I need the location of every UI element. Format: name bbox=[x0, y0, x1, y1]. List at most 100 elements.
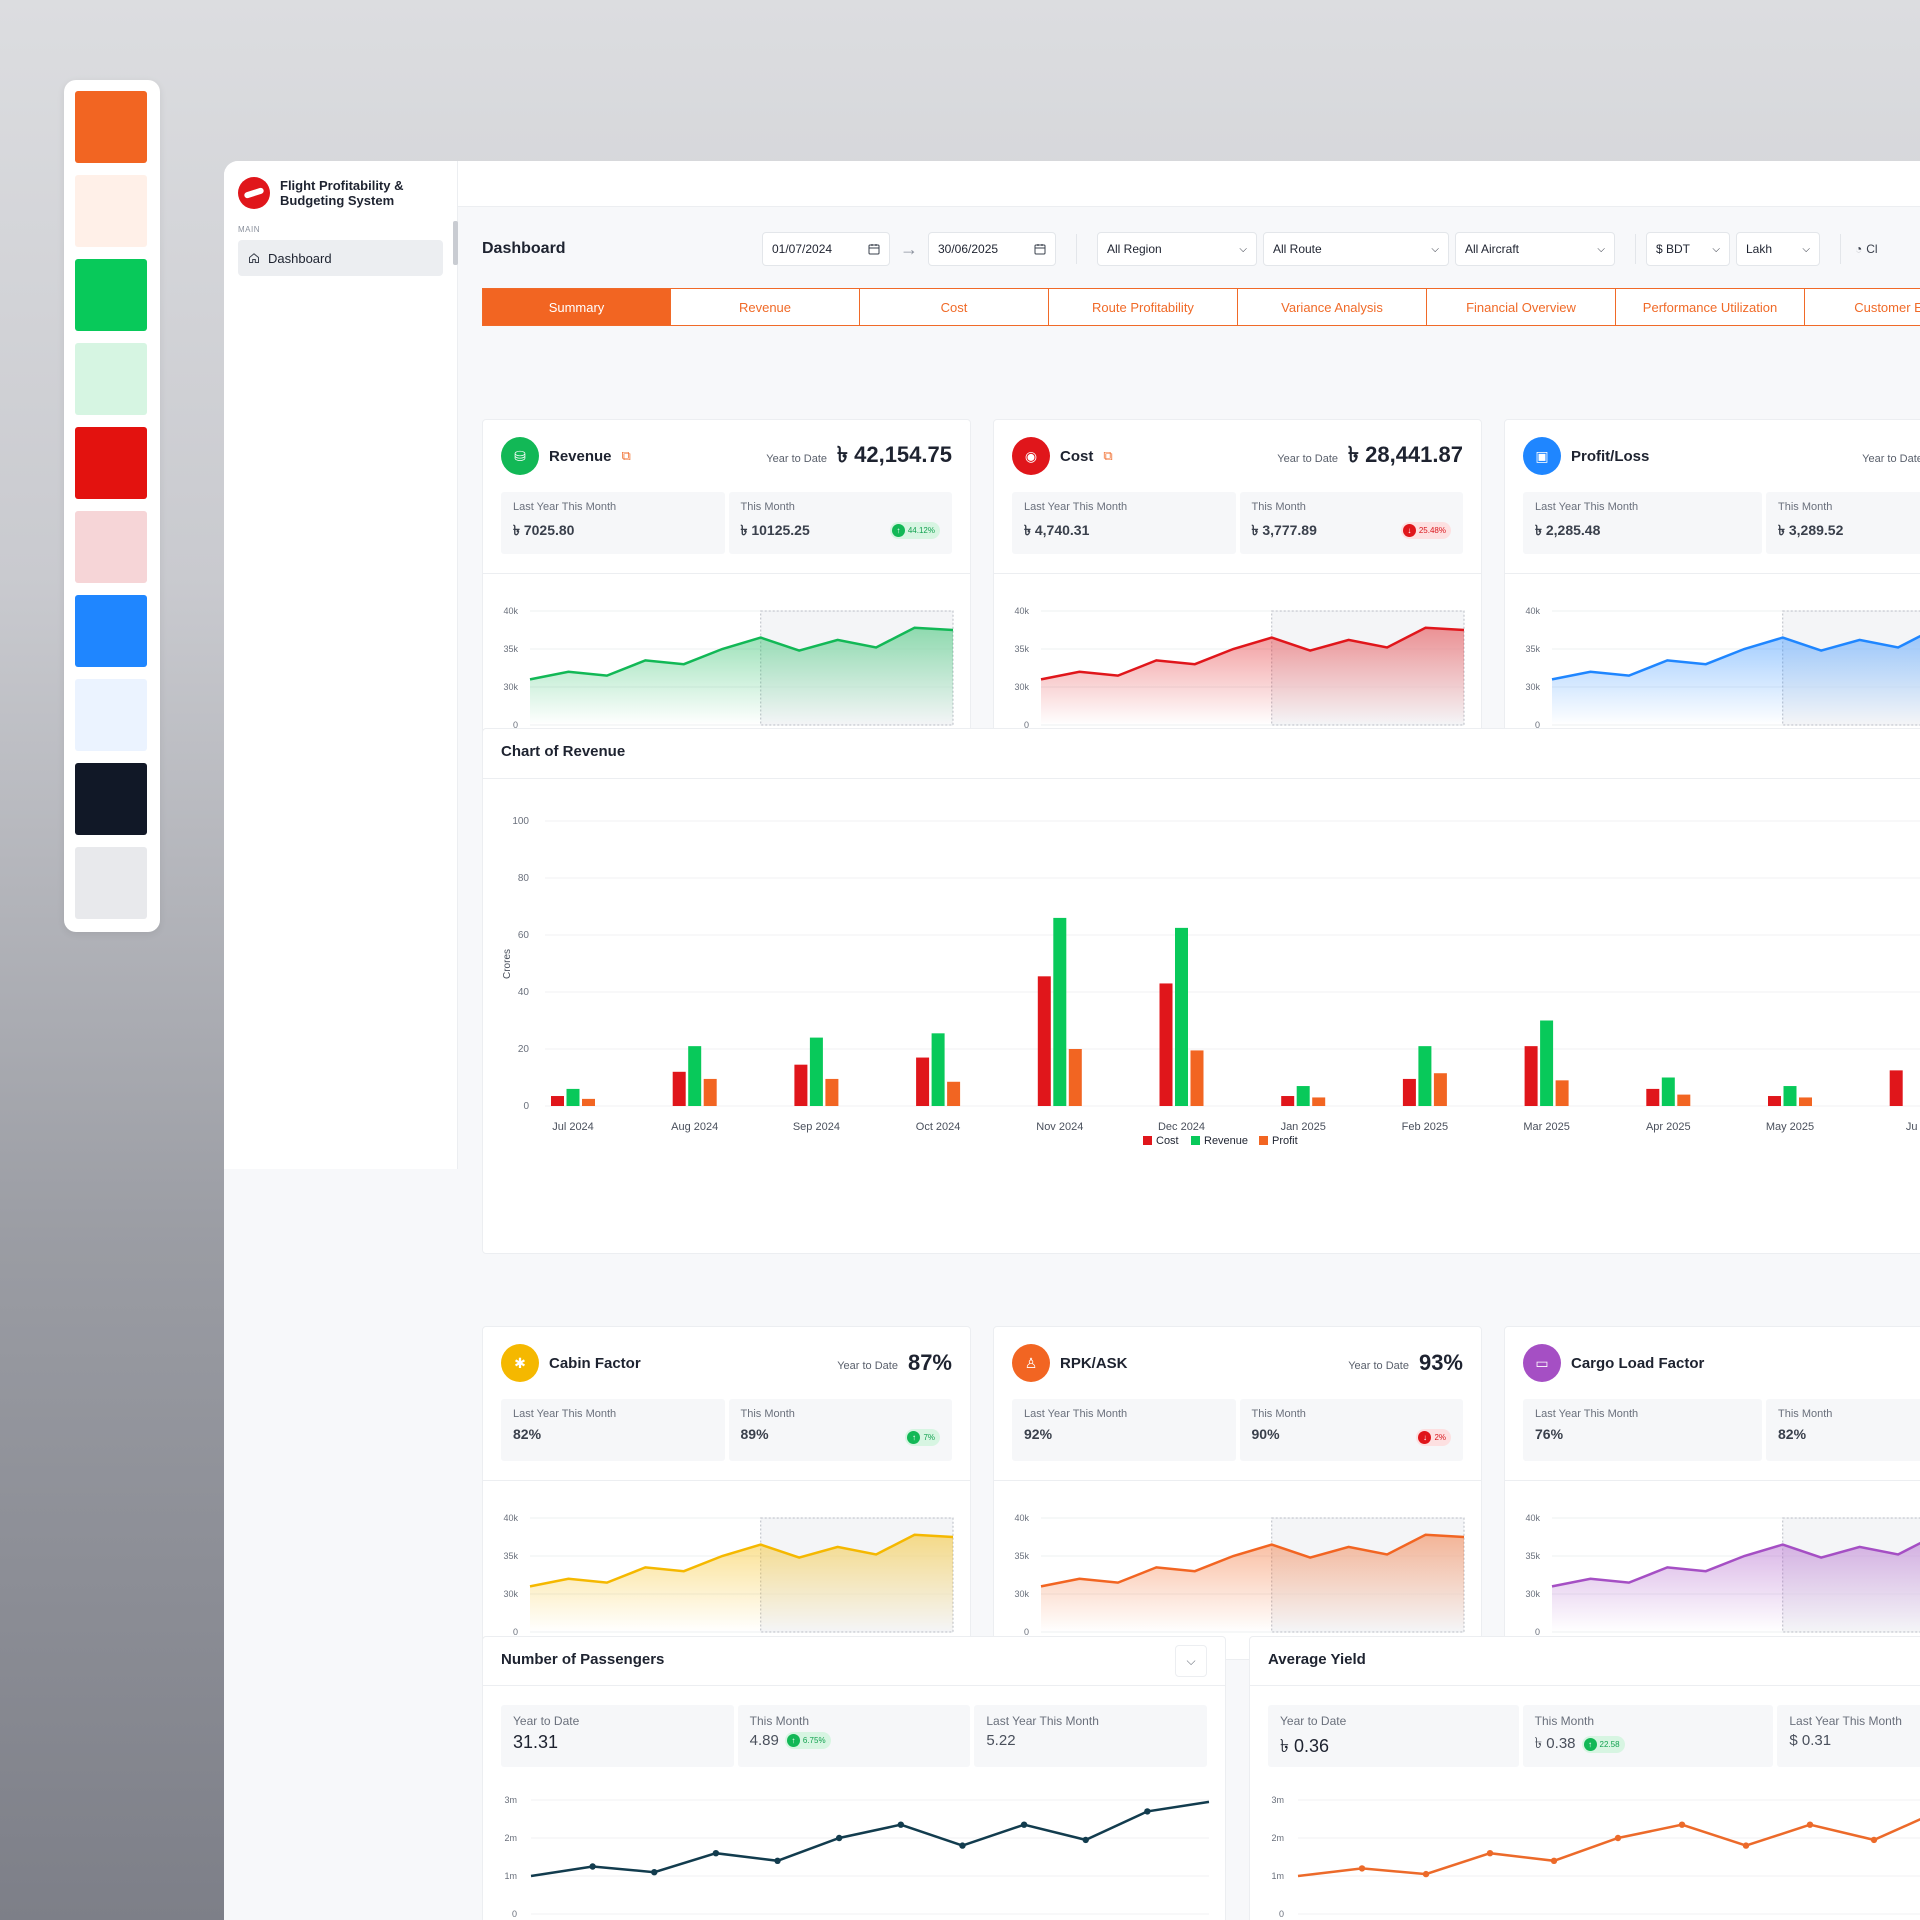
bar-revenue[interactable] bbox=[1661, 1077, 1675, 1107]
aircraft-select[interactable]: All Aircraft ⌵ bbox=[1455, 232, 1615, 266]
revenue-chart-card: Chart of Revenue 0 20 40 60 80 100 Crores Jul 2… bbox=[482, 728, 1920, 1254]
line-point[interactable] bbox=[1020, 1821, 1028, 1828]
external-link-icon[interactable]: ⧉ bbox=[621, 448, 631, 463]
last-year-box: Last Year This Month 92% bbox=[1012, 1399, 1236, 1461]
line-point[interactable] bbox=[835, 1834, 843, 1842]
region-select[interactable]: All Region ⌵ bbox=[1097, 232, 1257, 266]
ytd-value: 87% bbox=[907, 1350, 952, 1375]
line-point[interactable] bbox=[774, 1857, 781, 1864]
bar-revenue[interactable] bbox=[1175, 927, 1188, 1106]
y-tick-label: 3m bbox=[504, 1795, 517, 1805]
line-point[interactable] bbox=[1742, 1842, 1750, 1849]
tab-cost[interactable]: Cost bbox=[860, 288, 1049, 326]
sparkline-chart: 40k 35k 30k 0 bbox=[1525, 606, 1920, 730]
x-tick-label: Sep 2024 bbox=[793, 1121, 840, 1133]
kpi-stats: Last Year This Month 76% This Month 82% bbox=[1523, 1399, 1920, 1461]
tab-financial-overview[interactable]: Financial Overview bbox=[1427, 288, 1616, 326]
bar-revenue[interactable] bbox=[688, 1046, 702, 1106]
bar-cost[interactable] bbox=[1768, 1096, 1781, 1106]
this-month-box: This Month৳ 3,289.52↑ bbox=[1766, 492, 1920, 554]
bar-cost[interactable] bbox=[1524, 1046, 1538, 1106]
kpi-header: ⛁ Revenue ⧉ Year to Date ৳ 42,154.75 bbox=[501, 436, 952, 476]
bar-profit[interactable] bbox=[1799, 1097, 1812, 1106]
date-to-input[interactable]: 30/06/2025 bbox=[928, 232, 1056, 266]
revenue-chart-title: Chart of Revenue bbox=[501, 743, 626, 760]
tab-performance-utilization[interactable]: Performance Utilization bbox=[1616, 288, 1805, 326]
passengers-this-month: This Month 4.89 ↑ 6.75% bbox=[737, 1705, 971, 1767]
bar-cost[interactable] bbox=[1037, 976, 1051, 1106]
axis-tick-label: 30k bbox=[1525, 682, 1540, 692]
line-point[interactable] bbox=[959, 1842, 966, 1849]
kpi-header: ◉ Cost ⧉ Year to Date ৳ 28,441.87 bbox=[1012, 436, 1463, 476]
tab-summary[interactable]: Summary bbox=[482, 288, 671, 326]
line-point[interactable] bbox=[1550, 1857, 1558, 1864]
line-series bbox=[530, 1800, 1210, 1878]
legend-item-revenue[interactable]: Revenue bbox=[1191, 1135, 1248, 1147]
bar-cost[interactable] bbox=[1889, 1070, 1903, 1106]
change-badge: ↑ 22.58 bbox=[1581, 1736, 1625, 1753]
line-point[interactable] bbox=[897, 1821, 905, 1828]
route-select[interactable]: All Route ⌵ bbox=[1263, 232, 1449, 266]
bar-cost[interactable] bbox=[916, 1057, 930, 1106]
passengers-ytd: Year to Date 31.31 bbox=[501, 1705, 734, 1767]
line-point[interactable] bbox=[1806, 1821, 1814, 1828]
tab-route-profitability[interactable]: Route Profitability bbox=[1049, 288, 1238, 326]
legend-item-cost[interactable]: Cost bbox=[1143, 1135, 1179, 1147]
bar-cost[interactable] bbox=[1646, 1088, 1660, 1106]
sidebar-item-dashboard[interactable]: Dashboard bbox=[238, 240, 443, 276]
bar-revenue[interactable] bbox=[1540, 1020, 1554, 1107]
external-link-icon[interactable]: ⧉ bbox=[1103, 448, 1113, 463]
bar-profit[interactable] bbox=[1555, 1080, 1569, 1106]
bar-profit[interactable] bbox=[703, 1078, 717, 1106]
unit-select[interactable]: Lakh ⌵ bbox=[1736, 232, 1820, 266]
line-point[interactable] bbox=[712, 1850, 720, 1857]
line-point[interactable] bbox=[1678, 1821, 1686, 1828]
sidebar-scrollbar[interactable] bbox=[453, 221, 458, 265]
line-point[interactable] bbox=[1144, 1808, 1151, 1815]
bar-revenue[interactable] bbox=[1418, 1046, 1432, 1106]
bar-profit[interactable] bbox=[947, 1081, 961, 1106]
bar-cost[interactable] bbox=[1159, 983, 1173, 1106]
bar-profit[interactable] bbox=[1190, 1050, 1204, 1106]
line-point[interactable] bbox=[1614, 1834, 1622, 1842]
currency-select[interactable]: $ BDT ⌵ bbox=[1646, 232, 1730, 266]
bar-profit[interactable] bbox=[1677, 1094, 1691, 1106]
x-tick-label: Dec 2024 bbox=[1158, 1121, 1205, 1133]
line-point[interactable] bbox=[1082, 1836, 1089, 1844]
line-point[interactable] bbox=[1422, 1870, 1430, 1878]
line-point[interactable] bbox=[651, 1869, 658, 1876]
axis-tick-label: 30k bbox=[1014, 682, 1029, 692]
sparkline-chart: 40k 35k 30k 0 bbox=[1525, 1513, 1920, 1637]
line-point[interactable] bbox=[1870, 1836, 1878, 1844]
legend-item-profit[interactable]: Profit bbox=[1259, 1135, 1298, 1147]
bar-profit[interactable] bbox=[1068, 1049, 1082, 1106]
bar-revenue[interactable] bbox=[809, 1037, 823, 1106]
bar-cost[interactable] bbox=[1402, 1078, 1416, 1106]
bar-cost[interactable] bbox=[1281, 1096, 1295, 1106]
sparkline-area bbox=[1552, 1543, 1920, 1632]
line-point[interactable] bbox=[1486, 1850, 1494, 1857]
tab-revenue[interactable]: Revenue bbox=[671, 288, 860, 326]
date-from-input[interactable]: 01/07/2024 bbox=[762, 232, 890, 266]
bar-revenue[interactable] bbox=[1783, 1086, 1797, 1106]
line-point[interactable] bbox=[589, 1863, 596, 1870]
expand-button[interactable]: ⌵ bbox=[1175, 1645, 1207, 1677]
clear-button[interactable]: ◔ Cl bbox=[1855, 242, 1878, 256]
bar-profit[interactable] bbox=[825, 1078, 839, 1106]
bar-cost[interactable] bbox=[551, 1096, 564, 1106]
bar-profit[interactable] bbox=[1312, 1097, 1326, 1106]
bar-revenue[interactable] bbox=[1053, 917, 1067, 1106]
bar-cost[interactable] bbox=[672, 1071, 686, 1106]
tab-variance-analysis[interactable]: Variance Analysis bbox=[1238, 288, 1427, 326]
bar-profit[interactable] bbox=[582, 1098, 595, 1106]
bar-profit[interactable] bbox=[1433, 1073, 1447, 1106]
page-title: Dashboard bbox=[482, 240, 566, 257]
tab-customer-experience[interactable]: Customer Expe bbox=[1805, 288, 1920, 326]
ytd-value: 93% bbox=[1418, 1350, 1463, 1375]
stat-value: 5.22 bbox=[986, 1732, 1016, 1749]
bar-revenue[interactable] bbox=[1296, 1086, 1310, 1106]
line-point[interactable] bbox=[1358, 1865, 1366, 1872]
bar-revenue[interactable] bbox=[931, 1033, 945, 1106]
bar-revenue[interactable] bbox=[566, 1088, 580, 1106]
bar-cost[interactable] bbox=[794, 1064, 808, 1106]
